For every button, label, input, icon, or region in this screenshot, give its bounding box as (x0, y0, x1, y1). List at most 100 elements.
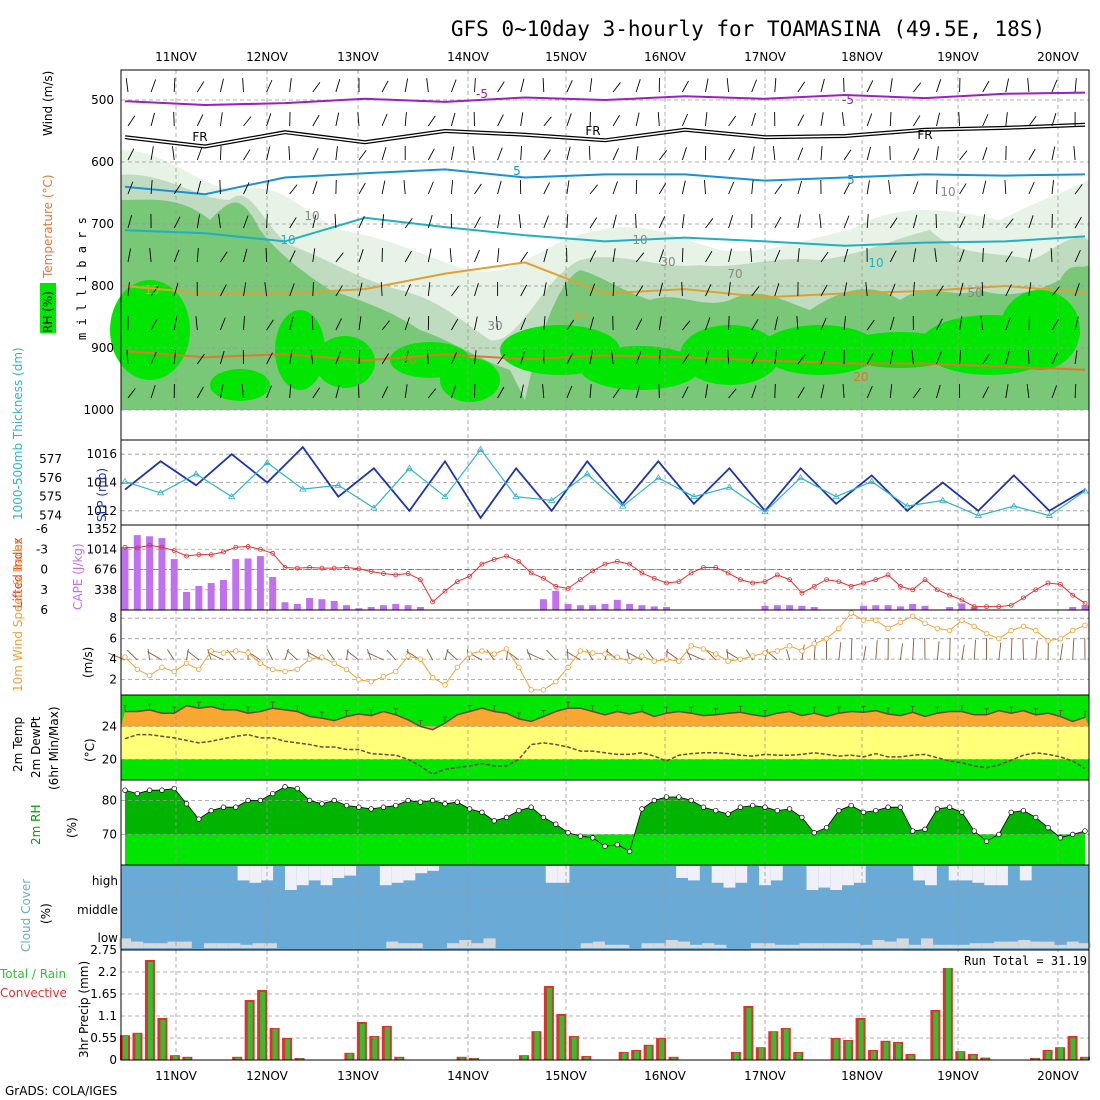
cape-bar (330, 601, 338, 610)
precip-conv-bar (472, 1058, 478, 1060)
slp-label: SLP (mb) (95, 468, 109, 522)
cape-bar (133, 535, 141, 610)
upper-barb (635, 79, 641, 93)
temp-minmax-bar (713, 708, 718, 715)
rh2m-marker (393, 802, 399, 809)
isotherm-label: 5 (847, 173, 855, 187)
upper-barb (312, 387, 320, 399)
rh2m-tick: 70 (102, 827, 117, 841)
upper-barb (751, 352, 758, 365)
rh2m-marker (860, 809, 867, 815)
cape-bar (293, 604, 301, 610)
temp-minmax-bar (516, 712, 521, 719)
wind10m-marker (380, 673, 387, 680)
precip-conv-bar (733, 1052, 739, 1060)
upper-barb (1005, 284, 1012, 297)
upper-barb (1028, 148, 1036, 161)
upper-barb (150, 385, 156, 399)
cape-bar (859, 605, 867, 610)
cape-bar (1069, 607, 1077, 610)
upper-barb (889, 384, 893, 399)
temp2m-label: 2m Temp (11, 717, 25, 772)
cloud-low-bar (763, 943, 776, 948)
upper-barb (150, 318, 158, 331)
temp-minmax-bar (418, 719, 423, 727)
precip-conv-bar (1033, 1058, 1039, 1060)
lifted-index-marker (541, 575, 546, 581)
precip-conv-bar (135, 1034, 141, 1060)
wind10m-marker (368, 678, 374, 685)
wind10m-marker (282, 668, 288, 675)
upper-barb (820, 317, 827, 331)
upper-barb (982, 80, 990, 93)
precip-bars (120, 954, 1090, 1060)
upper-barb (450, 79, 457, 93)
upper-barb (1026, 384, 1030, 399)
upper-barb (843, 316, 846, 331)
upper-barb (451, 318, 459, 331)
upper-barb (889, 283, 896, 297)
rh2m-marker (922, 826, 928, 832)
cape-bar (244, 558, 252, 610)
wind10m-barb (912, 639, 915, 661)
upper-barb (312, 181, 318, 195)
cloud-low-bar (240, 944, 253, 948)
cloud-low-bar (860, 944, 873, 948)
cape-bar (379, 605, 387, 610)
thickness-marker (512, 492, 520, 500)
wind10m-marker (553, 678, 559, 685)
rh-blob-8 (680, 325, 780, 385)
thickness-marker (1010, 502, 1018, 509)
cloud-low-bar (204, 943, 217, 948)
upper-barb (381, 214, 385, 229)
wind10m-barb (1072, 639, 1075, 661)
temp-minmax-bar (689, 706, 694, 714)
precip-ticks: 2.75 2.2 1.65 1.1 0.55 0 (90, 943, 117, 1067)
chart-title: GFS 0~10day 3-hourly for TOAMASINA (49.5… (451, 17, 1045, 41)
precip-conv-bar (235, 1057, 241, 1060)
upper-barb (1005, 317, 1011, 331)
upper-barb (358, 282, 363, 297)
rh-contour-label: 10 (940, 185, 955, 199)
wind10m-marker (700, 646, 707, 652)
rh2m-low-band (125, 834, 1085, 865)
isotherm-label: 15 (144, 283, 159, 297)
upper-barb (772, 146, 776, 161)
rh2m-marker (823, 824, 830, 831)
cloud-low-bar (1042, 941, 1055, 948)
wind10m-barb (167, 649, 175, 661)
upper-barb (497, 248, 500, 263)
upper-barb (635, 384, 641, 399)
upper-barb (681, 147, 687, 161)
upper-barb (403, 180, 406, 195)
lifted-index-marker (861, 580, 866, 586)
temp-minmax-bar (787, 705, 792, 712)
wind10m-barb (1035, 640, 1038, 661)
temp-minmax-bar (467, 705, 472, 712)
dewpoint-line (124, 733, 1086, 776)
cloud-high-bar (320, 866, 333, 886)
lifted-index-marker (590, 568, 596, 574)
cloud-high-bar (806, 866, 819, 890)
upper-barb (820, 251, 829, 263)
rh-legend-swatch (40, 283, 56, 333)
cape-bar (564, 604, 572, 610)
wind10m-barb (186, 650, 200, 661)
rh2m-marker (750, 802, 756, 809)
upper-barb (266, 146, 271, 161)
upper-barb (312, 248, 316, 263)
upper-barb (127, 115, 136, 127)
cloud-low-bar (617, 944, 630, 948)
upper-barb (889, 316, 895, 331)
lifted-index-marker (651, 575, 657, 581)
wind10m-barb (266, 649, 274, 661)
rh2m-marker (540, 814, 547, 821)
cloud-low-bar (471, 943, 484, 948)
upper-barb (1027, 350, 1030, 365)
cloud-low-bar (981, 943, 994, 948)
wind10m-marker (159, 664, 165, 671)
upper-barb (635, 351, 642, 365)
rh2m-marker (146, 787, 153, 793)
lifted-tick: 3 (40, 583, 48, 597)
upper-barb (474, 316, 478, 331)
